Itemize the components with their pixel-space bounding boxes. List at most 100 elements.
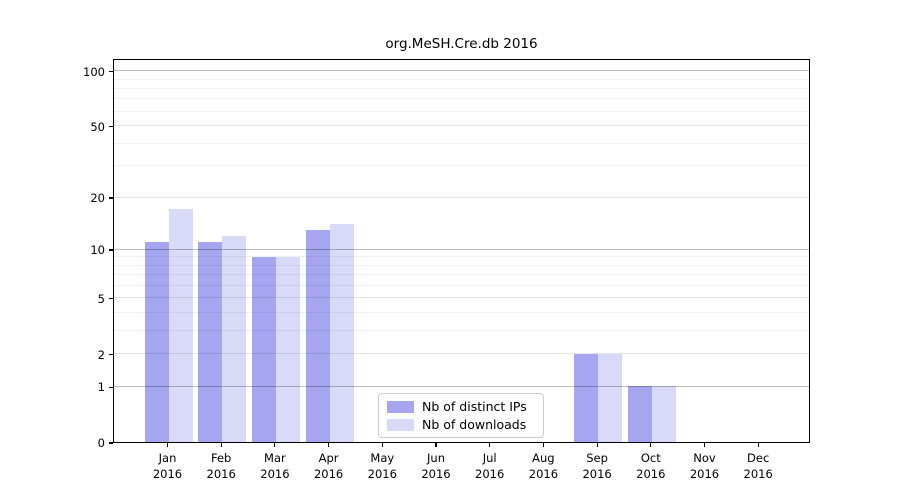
x-tick-year: 2016	[689, 467, 720, 482]
x-tick-mark-sep	[596, 443, 598, 447]
gridline-6	[114, 284, 809, 286]
gridline-40	[114, 142, 809, 144]
gridline-7	[114, 274, 809, 276]
x-tick-month: Dec	[747, 451, 770, 465]
x-tick-mark-apr	[328, 443, 330, 447]
x-axis-tick-label-may: May 2016	[368, 450, 397, 482]
x-tick-year: 2016	[206, 467, 236, 482]
x-axis-tick-label-oct: Oct 2016	[636, 450, 665, 482]
y-axis-tick-label-10: 10	[90, 243, 105, 258]
x-tick-year: 2016	[636, 467, 666, 482]
y-axis-tick-label-20: 20	[90, 190, 105, 205]
x-axis-tick-label-jun: Jun 2016	[421, 450, 450, 482]
x-tick-month: Oct	[640, 451, 661, 465]
legend-entry-downloads: Nb of downloads	[387, 417, 535, 432]
gridline-3	[114, 329, 809, 331]
chart-title: org.MeSH.Cre.db 2016	[385, 36, 538, 52]
x-axis-tick-label-mar: Mar 2016	[260, 450, 289, 482]
gridline-20	[114, 196, 809, 198]
x-tick-year: 2016	[367, 467, 397, 482]
gridline-1	[114, 385, 809, 387]
gridline-2	[114, 353, 809, 355]
x-axis-tick-label-jul: Jul 2016	[475, 450, 504, 482]
gridline-70	[114, 98, 809, 100]
x-axis-tick-label-jan: Jan 2016	[153, 450, 182, 482]
x-tick-year: 2016	[528, 467, 559, 482]
gridline-80	[114, 87, 809, 89]
x-axis-tick-label-nov: Nov 2016	[690, 450, 719, 482]
legend-entry-distinct-ips: Nb of distinct IPs	[387, 399, 535, 414]
y-axis-tick-label-5: 5	[97, 291, 105, 306]
gridline-9	[114, 256, 809, 258]
y-tick-mark-100	[109, 70, 113, 73]
y-tick-mark-20	[109, 197, 113, 199]
x-tick-year: 2016	[260, 467, 290, 482]
plot-area: Nb of distinct IPs Nb of downloads	[113, 59, 810, 443]
x-tick-mark-jul	[489, 443, 491, 447]
gridline-4	[114, 311, 809, 313]
bar-downloads-jan	[168, 209, 193, 442]
x-tick-mark-aug	[542, 443, 544, 447]
x-tick-mark-feb	[220, 443, 222, 447]
x-axis-tick-label-feb: Feb 2016	[207, 450, 236, 482]
bar-distinct-ips-mar	[251, 256, 276, 442]
x-tick-month: Feb	[211, 451, 232, 465]
y-axis-tick-label-2: 2	[97, 347, 105, 362]
y-axis-tick-label-50: 50	[90, 119, 105, 134]
x-tick-year: 2016	[582, 467, 612, 482]
legend-swatch-downloads	[387, 418, 414, 431]
x-tick-month: Mar	[264, 451, 286, 465]
y-tick-mark-0	[109, 442, 113, 444]
x-axis-tick-label-aug: Aug 2016	[529, 450, 558, 482]
x-tick-year: 2016	[152, 467, 183, 482]
bar-downloads-feb	[222, 235, 247, 442]
gridline-30	[114, 165, 809, 167]
legend-label-distinct-ips: Nb of distinct IPs	[422, 399, 527, 414]
legend: Nb of distinct IPs Nb of downloads	[378, 393, 544, 438]
x-tick-mark-jun	[435, 443, 437, 447]
y-tick-mark-2	[109, 353, 113, 356]
y-tick-mark-50	[109, 125, 113, 128]
y-axis-tick-label-0: 0	[97, 436, 105, 450]
gridline-5	[114, 297, 809, 299]
legend-label-downloads: Nb of downloads	[422, 417, 527, 432]
bar-downloads-apr	[329, 224, 354, 442]
y-tick-mark-5	[109, 298, 113, 300]
gridline-60	[114, 110, 809, 112]
x-axis-tick-label-sep: Sep 2016	[582, 450, 611, 482]
x-tick-year: 2016	[313, 467, 344, 482]
gridline-10	[114, 248, 809, 250]
gridline-50	[114, 125, 809, 127]
x-tick-month: Jan	[158, 451, 177, 465]
x-tick-month: Nov	[693, 451, 716, 465]
x-tick-month: May	[370, 451, 395, 465]
x-axis-tick-label-dec: Dec 2016	[744, 450, 773, 482]
gridline-90	[114, 78, 809, 80]
x-tick-year: 2016	[421, 467, 451, 482]
bar-distinct-ips-oct	[627, 386, 652, 442]
x-tick-month: Jul	[482, 451, 497, 465]
bar-downloads-sep	[598, 353, 623, 442]
y-tick-mark-1	[109, 386, 113, 388]
x-tick-mark-dec	[757, 443, 759, 447]
bar-distinct-ips-feb	[198, 242, 223, 442]
x-tick-mark-mar	[274, 443, 276, 447]
x-tick-mark-oct	[650, 443, 652, 447]
bar-distinct-ips-apr	[305, 229, 330, 442]
legend-swatch-distinct-ips	[387, 400, 414, 413]
x-tick-mark-jan	[166, 443, 169, 447]
bar-distinct-ips-jan	[144, 242, 169, 442]
gridline-100	[114, 70, 809, 72]
gridline-8	[114, 264, 809, 266]
x-tick-month: Sep	[586, 451, 608, 465]
x-tick-month: Jun	[427, 451, 445, 465]
bar-distinct-ips-sep	[574, 353, 599, 442]
x-tick-year: 2016	[743, 467, 773, 482]
bar-downloads-mar	[275, 256, 300, 442]
x-tick-mark-may	[381, 443, 383, 447]
x-tick-mark-nov	[703, 443, 706, 447]
x-tick-month: Apr	[318, 451, 339, 465]
x-tick-month: Aug	[532, 451, 555, 465]
y-axis-tick-label-1: 1	[97, 380, 105, 395]
